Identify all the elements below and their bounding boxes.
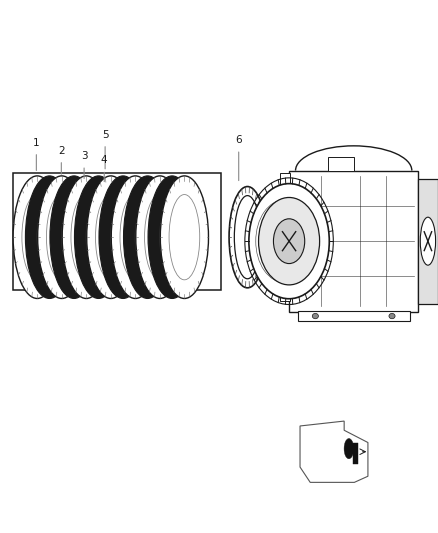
Bar xyxy=(298,311,410,321)
Bar xyxy=(280,173,290,192)
Ellipse shape xyxy=(99,176,147,298)
Ellipse shape xyxy=(87,176,135,298)
Ellipse shape xyxy=(22,195,53,280)
Ellipse shape xyxy=(229,187,266,288)
Ellipse shape xyxy=(258,197,320,285)
Ellipse shape xyxy=(273,219,305,264)
Ellipse shape xyxy=(61,202,87,272)
Bar xyxy=(353,442,358,464)
Ellipse shape xyxy=(95,195,126,280)
Ellipse shape xyxy=(86,202,111,272)
Ellipse shape xyxy=(62,176,110,298)
Ellipse shape xyxy=(312,313,318,319)
Ellipse shape xyxy=(160,176,208,298)
Ellipse shape xyxy=(234,196,261,279)
Ellipse shape xyxy=(420,217,435,265)
Ellipse shape xyxy=(249,183,329,298)
Ellipse shape xyxy=(148,176,196,298)
Text: 4: 4 xyxy=(101,155,108,165)
Ellipse shape xyxy=(389,313,395,319)
Ellipse shape xyxy=(120,195,151,280)
Ellipse shape xyxy=(37,202,62,272)
Ellipse shape xyxy=(135,202,160,272)
Ellipse shape xyxy=(25,176,74,298)
Text: 1: 1 xyxy=(33,138,40,148)
Bar xyxy=(418,179,438,304)
Bar xyxy=(328,157,354,171)
Bar xyxy=(280,282,290,301)
Ellipse shape xyxy=(111,176,159,298)
Ellipse shape xyxy=(169,195,200,280)
Text: 3: 3 xyxy=(81,151,88,161)
Ellipse shape xyxy=(124,176,172,298)
Ellipse shape xyxy=(74,176,123,298)
Ellipse shape xyxy=(38,176,86,298)
Text: 6: 6 xyxy=(235,135,242,145)
Ellipse shape xyxy=(13,176,61,298)
Text: 5: 5 xyxy=(102,130,109,140)
Text: 2: 2 xyxy=(58,146,65,156)
Bar xyxy=(13,173,221,290)
Ellipse shape xyxy=(71,195,102,280)
Ellipse shape xyxy=(110,202,136,272)
Ellipse shape xyxy=(136,176,184,298)
Ellipse shape xyxy=(46,195,77,280)
Ellipse shape xyxy=(50,176,98,298)
Bar xyxy=(289,171,418,312)
Ellipse shape xyxy=(145,195,175,280)
Ellipse shape xyxy=(344,439,354,459)
Ellipse shape xyxy=(159,202,185,272)
